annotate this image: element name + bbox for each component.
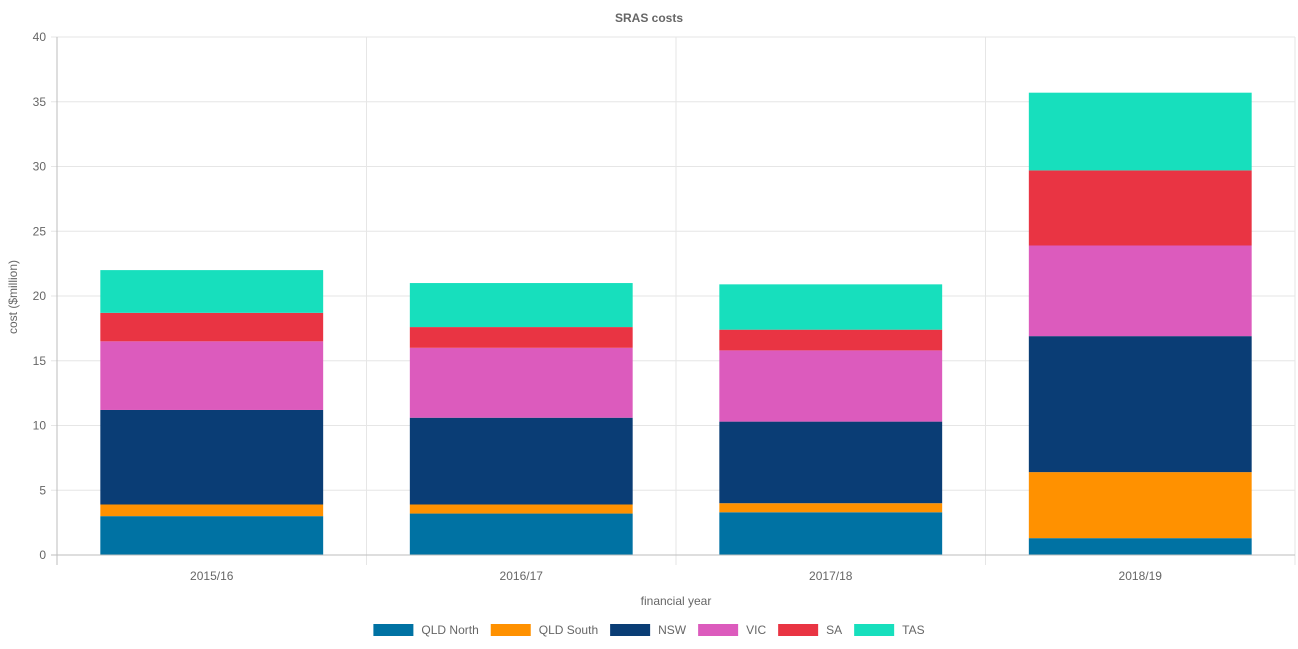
legend-swatch: [490, 624, 531, 636]
bar-segment-qld-north: [409, 513, 633, 555]
bar-segment-tas: [719, 284, 943, 330]
y-tick-label: 15: [33, 354, 47, 368]
bar-segment-vic: [1028, 245, 1252, 337]
bar-segment-qld-north: [719, 512, 943, 555]
bar-segment-qld-south: [100, 504, 324, 517]
x-tick-label: 2016/17: [500, 569, 544, 583]
legend-item[interactable]: SA: [778, 623, 842, 637]
legend-swatch: [698, 624, 739, 636]
bar-segment-nsw: [409, 417, 633, 505]
legend-label: QLD North: [421, 623, 478, 637]
y-tick-label: 5: [39, 483, 46, 497]
legend: QLD North QLD South NSW VIC SA TAS: [373, 623, 925, 637]
bar-segment-qld-north: [100, 516, 324, 555]
legend-label: TAS: [902, 623, 924, 637]
legend-swatch: [373, 624, 414, 636]
chart-title: SRAS costs: [615, 11, 683, 25]
axes: [56, 37, 1295, 556]
bar-segment-sa: [409, 327, 633, 348]
x-axis-title: financial year: [641, 594, 712, 608]
bar-segment-vic: [100, 341, 324, 410]
y-axis-ticks: 0 5 10 15 20 25 30 35 40: [33, 30, 47, 562]
legend-item[interactable]: TAS: [854, 623, 925, 637]
legend-swatch: [778, 624, 819, 636]
y-tick-label: 40: [33, 30, 47, 44]
y-tick-label: 25: [33, 224, 47, 238]
y-tick-label: 0: [39, 548, 46, 562]
legend-swatch: [854, 624, 895, 636]
bar-segment-sa: [719, 329, 943, 351]
bar-segment-qld-south: [409, 504, 633, 514]
bar-segment-tas: [1028, 92, 1252, 171]
bar-segment-qld-north: [1028, 538, 1252, 555]
bar-segment-vic: [409, 347, 633, 418]
bar-segment-sa: [100, 312, 324, 342]
bar-segment-nsw: [1028, 336, 1252, 473]
legend-item[interactable]: NSW: [610, 623, 687, 637]
x-tick-label: 2017/18: [809, 569, 853, 583]
x-tick-label: 2015/16: [190, 569, 234, 583]
bar-segment-tas: [409, 283, 633, 328]
bar-segment-qld-south: [719, 503, 943, 513]
y-tick-label: 20: [33, 289, 47, 303]
bar-segment-sa: [1028, 170, 1252, 246]
legend-item[interactable]: VIC: [698, 623, 766, 637]
bar-segment-nsw: [100, 409, 324, 505]
legend-label: NSW: [658, 623, 687, 637]
x-axis-ticks: 2015/16 2016/17 2017/18 2018/19: [190, 569, 1162, 583]
legend-label: QLD South: [539, 623, 598, 637]
bar-segment-qld-south: [1028, 472, 1252, 539]
legend-label: SA: [826, 623, 842, 637]
bars: [100, 92, 1252, 555]
legend-swatch: [610, 624, 651, 636]
legend-label: VIC: [746, 623, 766, 637]
y-tick-label: 30: [33, 160, 47, 174]
bar-segment-nsw: [719, 421, 943, 504]
legend-item[interactable]: QLD South: [490, 623, 598, 637]
y-tick-label: 10: [33, 419, 47, 433]
legend-item[interactable]: QLD North: [373, 623, 479, 637]
bar-segment-tas: [100, 270, 324, 313]
x-tick-label: 2018/19: [1119, 569, 1163, 583]
y-axis-title: cost ($million): [6, 260, 20, 334]
y-tick-label: 35: [33, 95, 47, 109]
bar-segment-vic: [719, 350, 943, 422]
